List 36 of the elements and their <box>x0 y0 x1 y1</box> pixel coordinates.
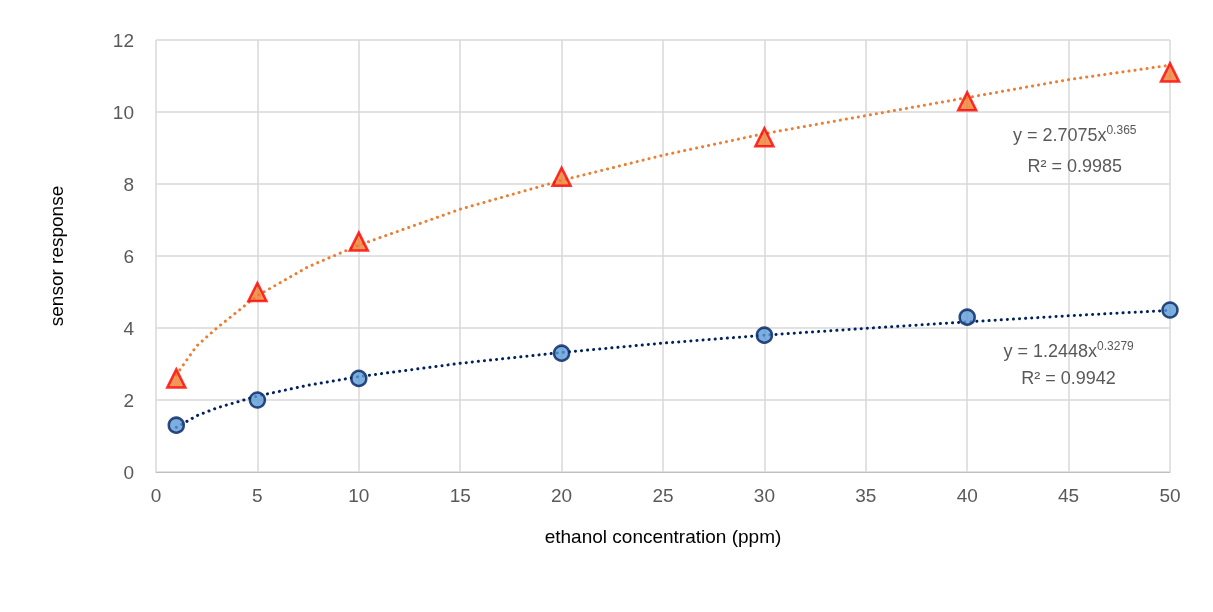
x-tick-label: 15 <box>449 485 471 506</box>
y-tick-label: 4 <box>123 317 135 339</box>
point <box>248 391 267 409</box>
x-tick-label: 20 <box>551 485 573 506</box>
x-tick-label: 0 <box>150 485 162 506</box>
y-tick-label: 8 <box>123 173 134 195</box>
point <box>350 369 368 388</box>
x-tick-label: 50 <box>1159 485 1181 506</box>
x-tick-label: 40 <box>956 485 978 506</box>
point <box>956 90 978 112</box>
annotation: R² = 0.9942 <box>1021 368 1116 389</box>
y-tick-label: 2 <box>123 389 134 411</box>
x-axis-title: ethanol concentration (ppm) <box>544 526 782 547</box>
y-tick-label: 12 <box>112 29 134 51</box>
y-tick-label: 10 <box>112 101 134 123</box>
point <box>247 281 268 303</box>
point <box>167 416 186 434</box>
y-tick-label: 6 <box>123 245 134 267</box>
y-axis-title: sensor response <box>46 185 67 327</box>
x-tick-label: 5 <box>252 485 263 506</box>
x-tick-label: 45 <box>1058 485 1080 506</box>
point <box>1159 62 1181 83</box>
x-tick-label: 35 <box>855 485 877 506</box>
point <box>552 344 571 362</box>
point <box>958 308 976 326</box>
x-tick-label: 25 <box>652 485 674 506</box>
point <box>1161 301 1179 319</box>
point <box>551 166 572 188</box>
x-tick-label: 30 <box>753 485 775 506</box>
point <box>348 231 370 252</box>
y-tick-label: 0 <box>123 461 134 483</box>
x-tick-label: 10 <box>348 485 370 506</box>
point <box>754 126 775 148</box>
annotation: R² = 0.9985 <box>1027 156 1122 176</box>
point <box>755 326 774 344</box>
point <box>166 368 187 389</box>
